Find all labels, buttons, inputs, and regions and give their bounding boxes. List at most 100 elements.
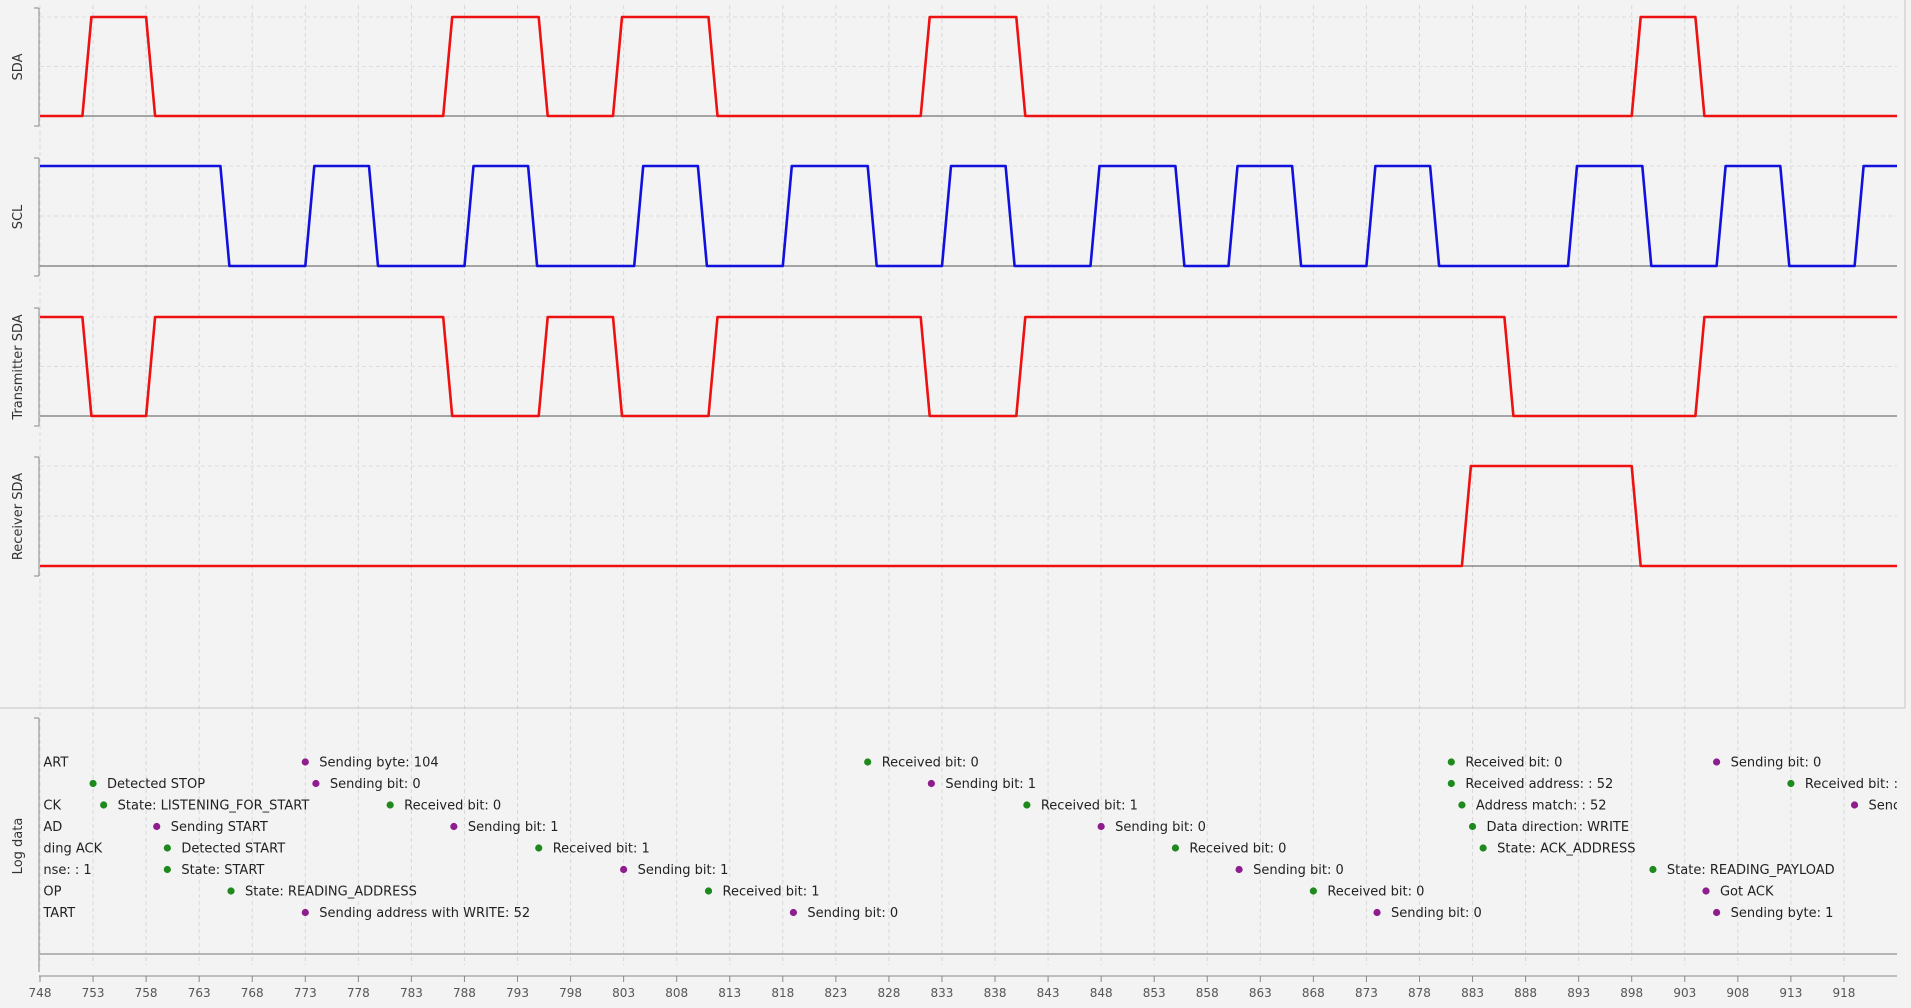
x-tick-label: 873 [1355,986,1378,1000]
log-entry: Senc [1850,799,1901,814]
log-entry: Address match: : 52 [1458,799,1607,814]
log-entry: Received bit: 1 [704,885,820,900]
log-entry: Sending bit: 1 [927,777,1036,792]
log-entry: Sending bit: 0 [1713,756,1821,771]
log-entry-dot [100,801,108,809]
log-entry: Received address: : 52 [1447,777,1613,792]
log-entry-text: State: START [181,863,264,878]
log-entry: Sending byte: 104 [301,756,439,771]
log-entry-text: ART [43,756,68,771]
x-tick-label: 898 [1620,986,1643,1000]
log-entry-text: AD [43,820,62,835]
log-entry: Sending START [153,820,268,835]
log-entry-dot [1479,844,1487,852]
log-entry: Sending bit: 0 [1235,863,1344,878]
log-entry: State: LISTENING_FOR_START [100,799,309,814]
log-entry: nse: : 1 [43,863,91,878]
x-tick-label: 778 [347,986,370,1000]
log-entry: State: START [163,863,264,878]
log-entry: Received bit: 0 [1447,756,1562,771]
x-tick-label: 798 [559,986,582,1000]
log-entry-dot [1713,908,1721,917]
log-entry: Detected STOP [89,777,205,792]
x-tick-label: 903 [1673,986,1696,1000]
log-label: Log data [11,818,26,875]
log-entry-text: Sending bit: 0 [807,906,898,921]
x-axis: 748 753 758 763 768 773 778 783 788 793 798 803 808 8… [29,975,1897,1000]
log-entry-text: Received bit: 0 [404,799,501,814]
log-entry-dot [163,865,171,874]
log-entry-dot [1235,865,1243,874]
log-entry-dot [864,758,872,766]
log-entry-text: State: ACK_ADDRESS [1497,842,1635,857]
log-entry-text: Received bit: 0 [1465,756,1562,771]
x-tick-label: 843 [1037,986,1060,1000]
x-tick-label: 773 [294,986,317,1000]
x-tick-label: 853 [1143,986,1166,1000]
x-tick-label: 793 [506,986,529,1000]
log-entry: Received bit: 0 [864,756,979,771]
log-entry-text: Sending bit: 0 [1391,906,1482,921]
log-entry-dot [89,779,97,788]
x-tick-label: 838 [984,986,1007,1000]
x-tick-label: 878 [1408,986,1431,1000]
log-entry-dot [301,908,309,917]
log-entry: Sending byte: 1 [1713,906,1833,921]
log-entry: ART [43,756,68,771]
log-entry-dot [312,779,320,788]
log-entry-dot [1373,908,1381,917]
x-tick-label: 768 [241,986,264,1000]
x-tick-label: 828 [877,986,900,1000]
x-tick-label: 818 [771,986,794,1000]
waveform-sda [40,15,1897,118]
log-entry-text: Sending bit: 0 [1253,863,1344,878]
log-entry-text: Sending bit: 1 [638,863,729,878]
log-entry: Sending bit: 1 [450,820,559,835]
log-entry-text: Data direction: WRITE [1487,820,1630,835]
log-entry-text: TART [42,906,75,921]
log-entry: Data direction: WRITE [1468,820,1630,835]
x-tick-label: 858 [1196,986,1219,1000]
log-entry-dot [450,822,458,831]
log-entry-text: Sending address with WRITE: 52 [319,906,530,921]
log-entry: Received bit: 0 [386,799,501,814]
log-entry: Received bit: 0 [1171,842,1286,857]
log-entry: Sending bit: 0 [1373,906,1482,921]
series-label: Transmitter SDA [11,314,26,420]
log-entry-text: State: LISTENING_FOR_START [118,799,310,814]
log-entry-text: ding ACK [43,842,102,857]
x-tick-label: 893 [1567,986,1590,1000]
log-entry-text: nse: : 1 [43,863,91,878]
x-tick-label: 868 [1302,986,1325,1000]
log-entry-dot [1458,801,1466,809]
log-entry-text: Sending bit: 1 [945,777,1036,792]
x-tick-label: 803 [612,986,635,1000]
log-entry: Sending bit: 0 [312,777,421,792]
log-entry-dot [227,887,235,895]
log-entry: Got ACK [1702,885,1774,900]
log-entry-text: State: READING_ADDRESS [245,885,417,900]
log-entry-text: Received bit: 0 [1189,842,1286,857]
log-entry-dot [1447,779,1455,788]
x-tick-label: 783 [400,986,423,1000]
waveform-receiver-sda [40,464,1897,568]
log-entry: AD [43,820,62,835]
log-entry-dot [163,844,171,852]
log-entry-dot [535,844,543,852]
x-tick-label: 748 [29,986,52,1000]
log-entry-text: Received bit: 0 [1327,885,1424,900]
log-entry-dot [1713,758,1721,766]
log-entry-text: Received bit: 1 [723,885,820,900]
log-entry-text: Received bit: : [1805,777,1898,792]
log-entry: State: READING_ADDRESS [227,885,417,900]
log-entry: ding ACK [43,842,102,857]
log-entry-dot [1468,822,1477,831]
log-entry-text: Senc [1869,799,1901,814]
log-entry-dot [789,908,798,917]
log-entry-text: Sending bit: 0 [1115,820,1206,835]
log-entry-dot [153,822,161,831]
log-entry-text: Received address: : 52 [1465,777,1613,792]
log-entry-text: Sending byte: 1 [1731,906,1834,921]
